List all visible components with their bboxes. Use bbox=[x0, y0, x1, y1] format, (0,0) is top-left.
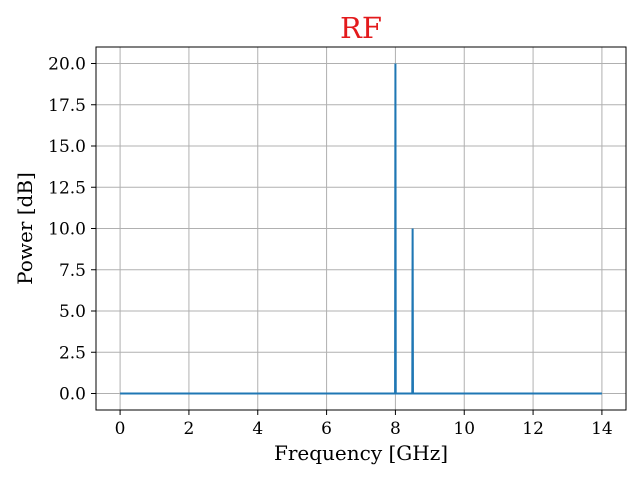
y-tick-label: 15.0 bbox=[48, 137, 86, 157]
x-tick-label: 2 bbox=[184, 419, 195, 439]
x-tick-label: 14 bbox=[591, 419, 613, 439]
series-line bbox=[120, 63, 602, 395]
x-tick-label: 10 bbox=[453, 419, 475, 439]
x-tick-label: 6 bbox=[321, 419, 332, 439]
x-tick-label: 8 bbox=[390, 419, 401, 439]
grid-lines bbox=[96, 47, 626, 410]
y-tick-label: 17.5 bbox=[48, 96, 86, 116]
chart-title: RF bbox=[340, 11, 382, 45]
tick-layer: 0 2 4 6 8 10 12 14 0.0 2.5 5.0 7.5 10.0 12.5 15.0 17.5 2… bbox=[48, 55, 613, 440]
y-tick-label: 5.0 bbox=[59, 302, 86, 322]
y-tick-label: 7.5 bbox=[59, 261, 86, 281]
y-tick-label: 2.5 bbox=[59, 343, 86, 363]
series-layer bbox=[120, 63, 602, 395]
x-tick-label: 4 bbox=[252, 419, 263, 439]
y-tick-label: 10.0 bbox=[48, 220, 86, 240]
y-axis-label: Power [dB] bbox=[13, 172, 37, 285]
x-axis-label: Frequency [GHz] bbox=[274, 441, 448, 465]
y-tick-label: 12.5 bbox=[48, 178, 86, 198]
x-tick-label: 12 bbox=[522, 419, 544, 439]
y-tick-label: 20.0 bbox=[48, 55, 86, 75]
y-tick-label: 0.0 bbox=[59, 385, 86, 405]
x-tick-label: 0 bbox=[115, 419, 126, 439]
